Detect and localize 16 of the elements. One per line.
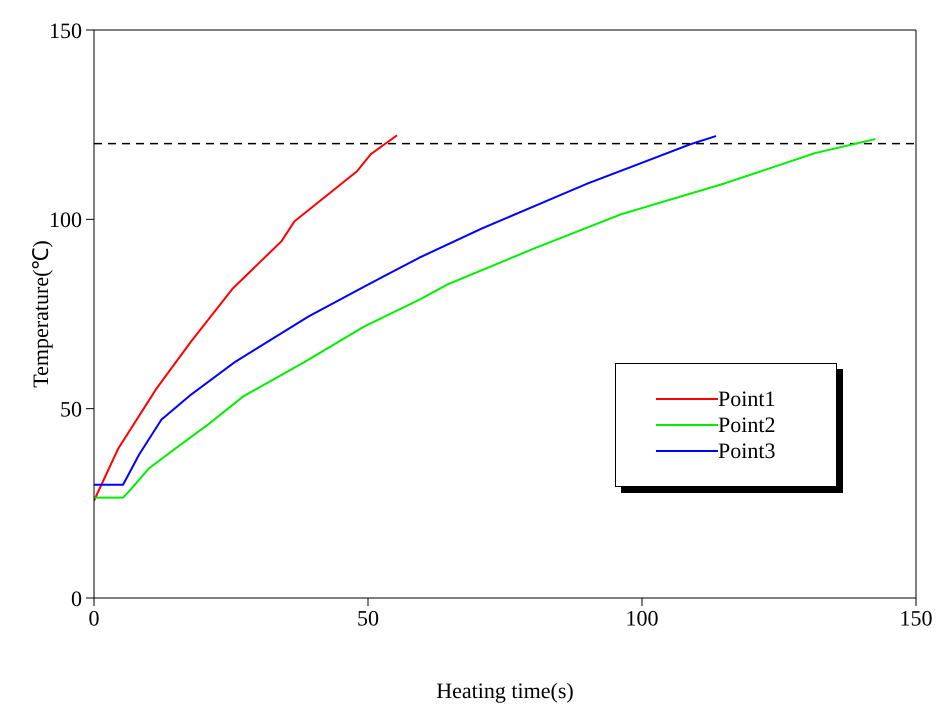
legend-label: Point1	[718, 386, 776, 412]
y-tick-label: 100	[49, 207, 82, 232]
line-series	[94, 135, 717, 486]
x-tick-label: 100	[626, 606, 658, 631]
legend-label: Point2	[718, 412, 776, 438]
y-tick-label: 50	[60, 396, 82, 422]
x-tick-label: 150	[900, 606, 932, 631]
y-tick-label: 150	[49, 18, 82, 43]
y-tick-label: 0	[71, 586, 82, 611]
x-tick-label: 50	[357, 606, 379, 631]
x-tick-label: 0	[88, 606, 100, 631]
x-axis-title: Heating time(s)	[436, 678, 574, 703]
legend-label: Point3	[718, 438, 776, 464]
line-series	[94, 134, 398, 502]
line-series	[94, 138, 876, 499]
y-axis-title: Temperature(℃)	[28, 240, 53, 388]
